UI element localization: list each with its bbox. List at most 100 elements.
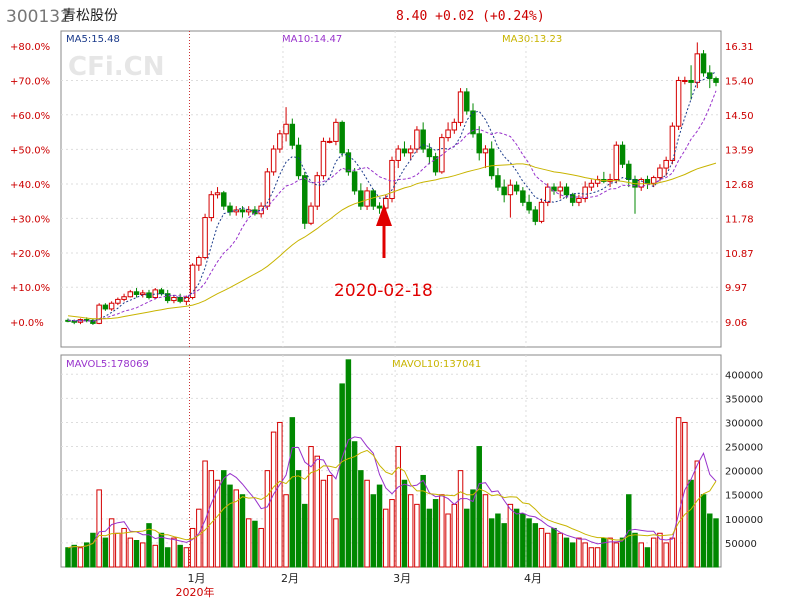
candle-body bbox=[526, 201, 532, 211]
y-right-tick-label: 10.87 bbox=[725, 249, 754, 260]
candle-body bbox=[563, 186, 570, 196]
candle-body bbox=[426, 148, 433, 158]
volume-bar bbox=[189, 527, 196, 568]
candle-body bbox=[675, 79, 682, 127]
volume-bar bbox=[632, 532, 638, 568]
volume-bar bbox=[196, 508, 202, 568]
ma-line-ma30 bbox=[67, 162, 717, 320]
volume-bar bbox=[644, 547, 651, 568]
legend-ma5: MA5:15.48 bbox=[66, 34, 120, 45]
volume-bar bbox=[551, 527, 557, 568]
candle-body bbox=[520, 190, 526, 203]
candle-body bbox=[202, 217, 208, 259]
volume-bar bbox=[607, 537, 613, 568]
annotation-arrow bbox=[376, 204, 392, 258]
candle-body bbox=[208, 194, 215, 219]
volume-tick-label: 150000 bbox=[725, 491, 763, 502]
annotation-date: 2020-02-18 bbox=[334, 281, 433, 301]
volume-bar bbox=[96, 489, 102, 568]
candle-body bbox=[245, 209, 252, 213]
candle-body bbox=[650, 177, 657, 184]
volume-bar bbox=[682, 421, 688, 568]
candlestick-series bbox=[65, 42, 719, 325]
candle-body bbox=[289, 123, 296, 146]
volume-bar bbox=[171, 537, 177, 568]
candle-body bbox=[569, 194, 576, 203]
volume-bar bbox=[675, 417, 682, 568]
candle-body bbox=[121, 296, 127, 300]
volume-bar bbox=[370, 494, 377, 568]
volume-bar bbox=[694, 460, 701, 568]
volume-bar bbox=[657, 532, 663, 568]
volume-bar bbox=[420, 474, 426, 568]
volume-bar bbox=[158, 532, 165, 568]
candle-body bbox=[133, 291, 140, 295]
volume-bar bbox=[308, 446, 314, 568]
volume-bar bbox=[177, 544, 183, 568]
candle-body bbox=[432, 156, 439, 173]
moving-average-lines bbox=[67, 71, 717, 323]
candle-body bbox=[320, 140, 327, 177]
candle-body bbox=[364, 190, 370, 207]
volume-bar bbox=[208, 470, 215, 568]
volume-bar bbox=[183, 547, 190, 568]
candle-body bbox=[239, 209, 246, 213]
volume-bar bbox=[688, 479, 694, 568]
candle-body bbox=[164, 293, 171, 302]
volume-bar bbox=[146, 523, 152, 568]
candle-body bbox=[189, 264, 196, 299]
legend-mavol10: MAVOL10:137041 bbox=[392, 359, 481, 370]
volume-bar bbox=[563, 537, 570, 568]
volume-average-lines bbox=[67, 436, 717, 549]
legend-mavol5: MAVOL5:178069 bbox=[66, 359, 149, 370]
candle-body bbox=[451, 121, 458, 131]
y-left-tick-label: +50.0% bbox=[10, 145, 50, 156]
volume-bar bbox=[520, 513, 526, 568]
volume-bar bbox=[302, 503, 308, 568]
candle-body bbox=[669, 125, 676, 161]
x-tick-label: 3月 bbox=[393, 572, 411, 585]
volume-bar bbox=[326, 474, 333, 568]
candle-body bbox=[196, 257, 202, 266]
ma-line-ma5 bbox=[67, 71, 717, 323]
y-left-tick-label: +20.0% bbox=[10, 249, 50, 260]
volume-bar bbox=[414, 503, 420, 568]
volume-bar bbox=[127, 537, 134, 568]
candle-body bbox=[71, 320, 77, 323]
volume-tick-label: 50000 bbox=[725, 539, 757, 550]
y-right-tick-label: 9.97 bbox=[725, 283, 747, 294]
candle-body bbox=[626, 163, 632, 180]
candle-body bbox=[177, 297, 183, 302]
volume-bar bbox=[700, 494, 707, 568]
volume-tick-label: 400000 bbox=[725, 370, 763, 381]
volume-bar bbox=[289, 417, 296, 568]
volume-bar bbox=[264, 470, 271, 568]
volume-ma-line-mavol10 bbox=[67, 449, 717, 549]
volume-tick-label: 350000 bbox=[725, 394, 763, 405]
volume-bar bbox=[713, 518, 719, 568]
candle-body bbox=[582, 186, 588, 200]
volume-bar bbox=[121, 527, 127, 568]
volume-tick-label: 100000 bbox=[725, 515, 763, 526]
volume-bar bbox=[77, 547, 84, 568]
volume-bar bbox=[277, 421, 283, 568]
volume-bar bbox=[339, 383, 345, 568]
candle-body bbox=[221, 192, 227, 207]
candle-body bbox=[283, 123, 289, 135]
candle-body bbox=[414, 129, 420, 150]
y-left-tick-label: +10.0% bbox=[10, 283, 50, 294]
y-left-tick-label: +80.0% bbox=[10, 42, 50, 53]
candle-body bbox=[538, 201, 545, 222]
volume-bar bbox=[295, 470, 302, 568]
volume-bar bbox=[401, 479, 408, 568]
volume-bar bbox=[152, 544, 158, 568]
volume-bar bbox=[351, 441, 358, 568]
candle-body bbox=[383, 198, 389, 209]
volume-bar bbox=[283, 494, 289, 568]
candle-body bbox=[83, 319, 90, 322]
volume-ma-line-mavol5 bbox=[67, 436, 717, 549]
candle-body bbox=[488, 148, 495, 177]
volume-bar bbox=[650, 537, 657, 568]
volume-bar bbox=[258, 527, 264, 568]
stock-code: 300132 bbox=[6, 7, 71, 27]
